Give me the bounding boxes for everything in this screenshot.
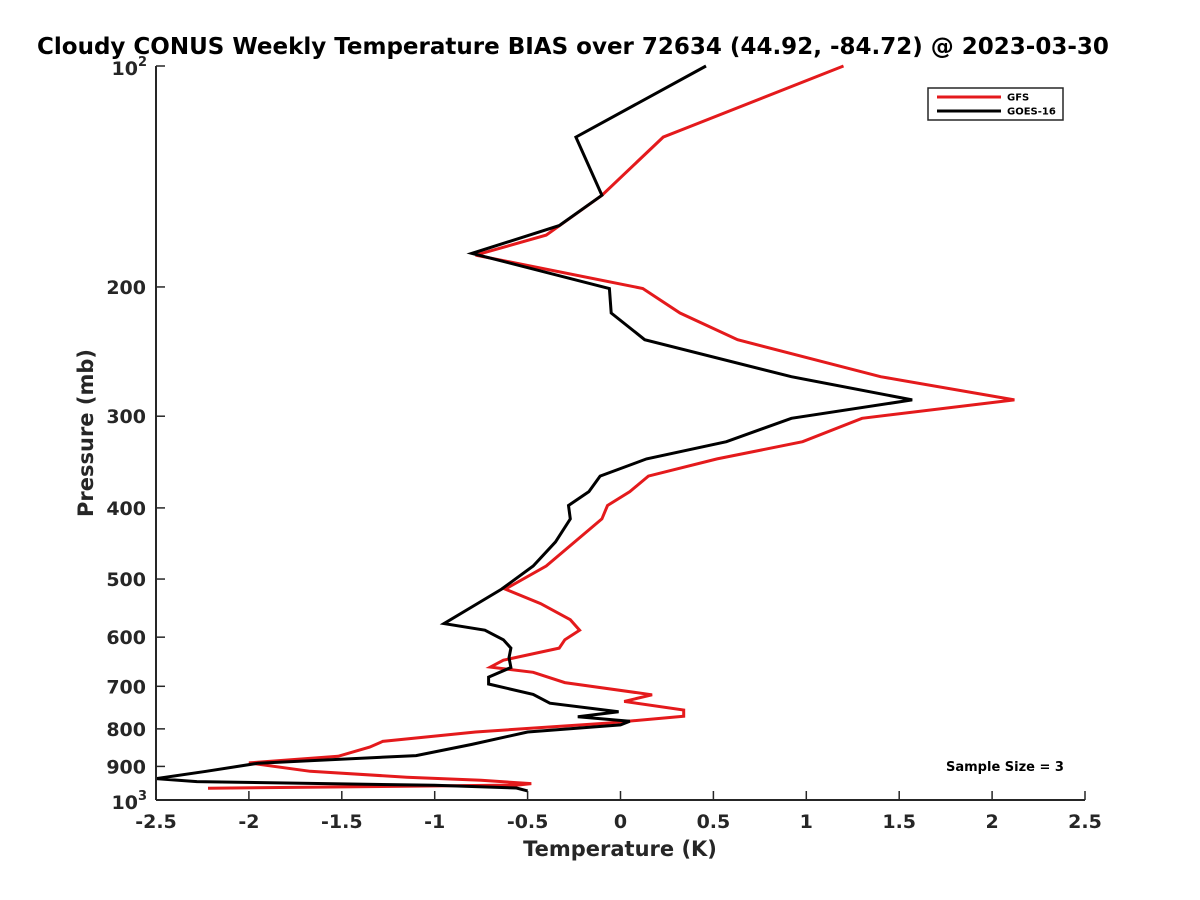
- chart-title: Cloudy CONUS Weekly Temperature BIAS ove…: [37, 34, 1109, 60]
- y-tick-label: 102: [112, 55, 148, 80]
- x-axis-ticks: -2.5 -2 -1.5 -1 -0.5 0 0.5 1 1.5 2 2.5: [135, 791, 1102, 833]
- series-line-goes-16: [156, 64, 913, 793]
- x-axis-label: Temperature (K): [523, 837, 717, 861]
- y-tick-label-exponent: 2: [138, 55, 147, 70]
- y-tick-label-exponent: 3: [138, 789, 147, 804]
- y-tick-label: 700: [106, 676, 146, 698]
- y-tick-label-base: 10: [112, 792, 138, 814]
- legend-box: [927, 87, 1064, 121]
- x-tick-label: -2.5: [135, 811, 177, 833]
- x-tick-label: -2: [238, 811, 259, 833]
- y-tick-label-base: 10: [112, 58, 138, 80]
- plot-area: [156, 64, 1015, 793]
- series-line-gfs: [207, 64, 1015, 790]
- y-tick-label: 103: [112, 789, 148, 814]
- y-tick-label: 200: [106, 277, 146, 299]
- x-tick-label: 2: [985, 811, 998, 833]
- x-tick-label: -1.5: [321, 811, 363, 833]
- y-tick-label: 500: [106, 569, 146, 591]
- x-tick-label: -1: [424, 811, 445, 833]
- legend: GFS GOES-16: [927, 87, 1064, 121]
- y-tick-label: 900: [106, 756, 146, 778]
- legend-label: GOES-16: [1007, 107, 1056, 118]
- x-tick-label: 0.5: [697, 811, 731, 833]
- y-tick-label: 300: [106, 406, 146, 428]
- y-axis-label: Pressure (mb): [74, 349, 98, 517]
- x-tick-label: 0: [614, 811, 627, 833]
- sample-size-annotation: Sample Size = 3: [946, 760, 1064, 775]
- y-tick-label: 600: [106, 627, 146, 649]
- x-tick-label: -0.5: [507, 811, 549, 833]
- x-tick-label: 1: [800, 811, 813, 833]
- x-tick-label: 2.5: [1068, 811, 1102, 833]
- legend-label: GFS: [1007, 93, 1029, 104]
- y-tick-label: 800: [106, 719, 146, 741]
- y-tick-label: 400: [106, 498, 146, 520]
- x-tick-label: 1.5: [882, 811, 916, 833]
